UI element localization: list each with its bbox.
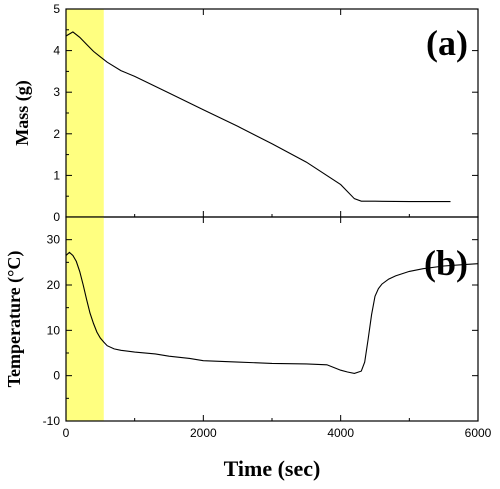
y-tick-label: 0	[53, 210, 60, 224]
y-tick-label: 1	[53, 168, 60, 182]
y-tick-label: -10	[43, 414, 61, 428]
y-tick-label: 30	[47, 233, 61, 247]
series-line	[65, 251, 479, 374]
y-tick-label: 4	[53, 44, 60, 58]
y-axis-label: Temperature (°C)	[4, 251, 25, 388]
y-axis-label: Mass (g)	[12, 80, 33, 146]
panel-label: (a)	[426, 23, 468, 63]
y-tick-label: 2	[53, 127, 60, 141]
y-tick-label: 3	[53, 85, 60, 99]
shaded-region	[66, 9, 104, 217]
panel-a: 0 1 2 3 4 5 Mass (g) (a)	[12, 2, 479, 224]
plot-frame	[65, 8, 479, 218]
x-tick-label: 0	[63, 426, 70, 440]
x-tick-label: 4000	[327, 426, 354, 440]
y-tick-label: 0	[53, 369, 60, 383]
x-tick-label: 2000	[190, 426, 217, 440]
plot-frame	[65, 216, 479, 422]
shaded-region	[66, 217, 104, 421]
y-tick-label: 20	[47, 278, 61, 292]
panel-label: (b)	[424, 243, 468, 283]
x-tick-label: 6000	[465, 426, 492, 440]
y-tick-label: 5	[53, 2, 60, 16]
y-tick-label: 10	[47, 323, 61, 337]
x-axis-label: Time (sec)	[224, 456, 321, 481]
series-line	[65, 31, 451, 203]
